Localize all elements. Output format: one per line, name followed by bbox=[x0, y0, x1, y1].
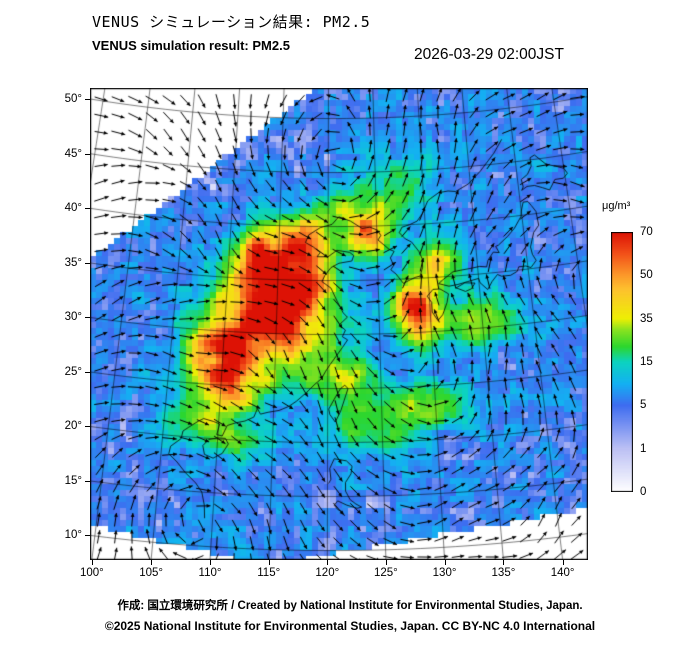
lat-tick-label: 40° bbox=[64, 202, 82, 215]
forecast-timestamp: 2026-03-29 02:00JST bbox=[414, 46, 564, 63]
lat-tick-label: 10° bbox=[64, 529, 82, 542]
lon-tick-mark bbox=[91, 560, 93, 565]
lat-tick-mark bbox=[85, 317, 90, 319]
lat-tick-label: 15° bbox=[64, 474, 82, 487]
lon-tick-mark bbox=[327, 560, 329, 565]
lon-tick-label: 105° bbox=[139, 567, 163, 579]
lon-tick-mark bbox=[503, 560, 505, 565]
lon-tick-label: 110° bbox=[198, 567, 222, 579]
colorbar-tick-label: 15 bbox=[640, 356, 653, 368]
lon-tick-mark bbox=[385, 560, 387, 565]
page-title-japanese: VENUS シミュレーション結果: PM2.5 bbox=[92, 13, 371, 31]
lon-tick-mark bbox=[268, 560, 270, 565]
lon-tick-label: 140° bbox=[550, 567, 575, 579]
colorbar-tick-label: 5 bbox=[640, 399, 647, 412]
lat-tick-label: 50° bbox=[64, 92, 82, 105]
colorbar-canvas bbox=[611, 232, 633, 492]
lon-tick-label: 115° bbox=[257, 567, 281, 579]
colorbar-unit-label: μg/m³ bbox=[602, 200, 631, 212]
lat-tick-label: 30° bbox=[64, 311, 82, 324]
lon-tick-label: 100° bbox=[79, 567, 104, 579]
pm25-map-canvas bbox=[90, 88, 588, 560]
lon-tick-label: 125° bbox=[373, 567, 398, 579]
lat-tick-label: 35° bbox=[64, 256, 82, 269]
colorbar-tick-label: 70 bbox=[640, 226, 653, 238]
lat-tick-mark bbox=[85, 208, 90, 210]
lon-tick-mark bbox=[210, 560, 212, 565]
lon-tick-label: 130° bbox=[432, 567, 457, 579]
colorbar-tick-label: 0 bbox=[640, 486, 647, 498]
lat-tick-mark bbox=[85, 480, 90, 482]
lon-tick-mark bbox=[151, 560, 153, 565]
lon-tick-label: 120° bbox=[315, 567, 340, 579]
lat-tick-label: 45° bbox=[64, 147, 82, 160]
lat-tick-mark bbox=[85, 426, 90, 428]
page-title-english: VENUS simulation result: PM2.5 bbox=[92, 38, 290, 53]
lat-tick-mark bbox=[85, 535, 90, 537]
license-line: ©2025 National Institute for Environment… bbox=[104, 619, 596, 633]
lat-tick-mark bbox=[85, 98, 90, 100]
colorbar-tick-label: 35 bbox=[640, 312, 653, 325]
lat-tick-label: 25° bbox=[64, 365, 82, 378]
map-plot-area bbox=[90, 88, 588, 560]
lon-tick-label: 135° bbox=[491, 567, 516, 579]
lat-tick-mark bbox=[85, 262, 90, 264]
colorbar-tick-label: 50 bbox=[640, 269, 653, 282]
lat-tick-mark bbox=[85, 153, 90, 155]
colorbar-tick-label: 1 bbox=[640, 442, 647, 455]
lon-tick-mark bbox=[444, 560, 446, 565]
lat-tick-label: 20° bbox=[64, 420, 82, 433]
lat-tick-mark bbox=[85, 371, 90, 373]
credit-line: 作成: 国立環境研究所 / Created by National Instit… bbox=[117, 600, 583, 612]
lon-tick-mark bbox=[562, 560, 564, 565]
